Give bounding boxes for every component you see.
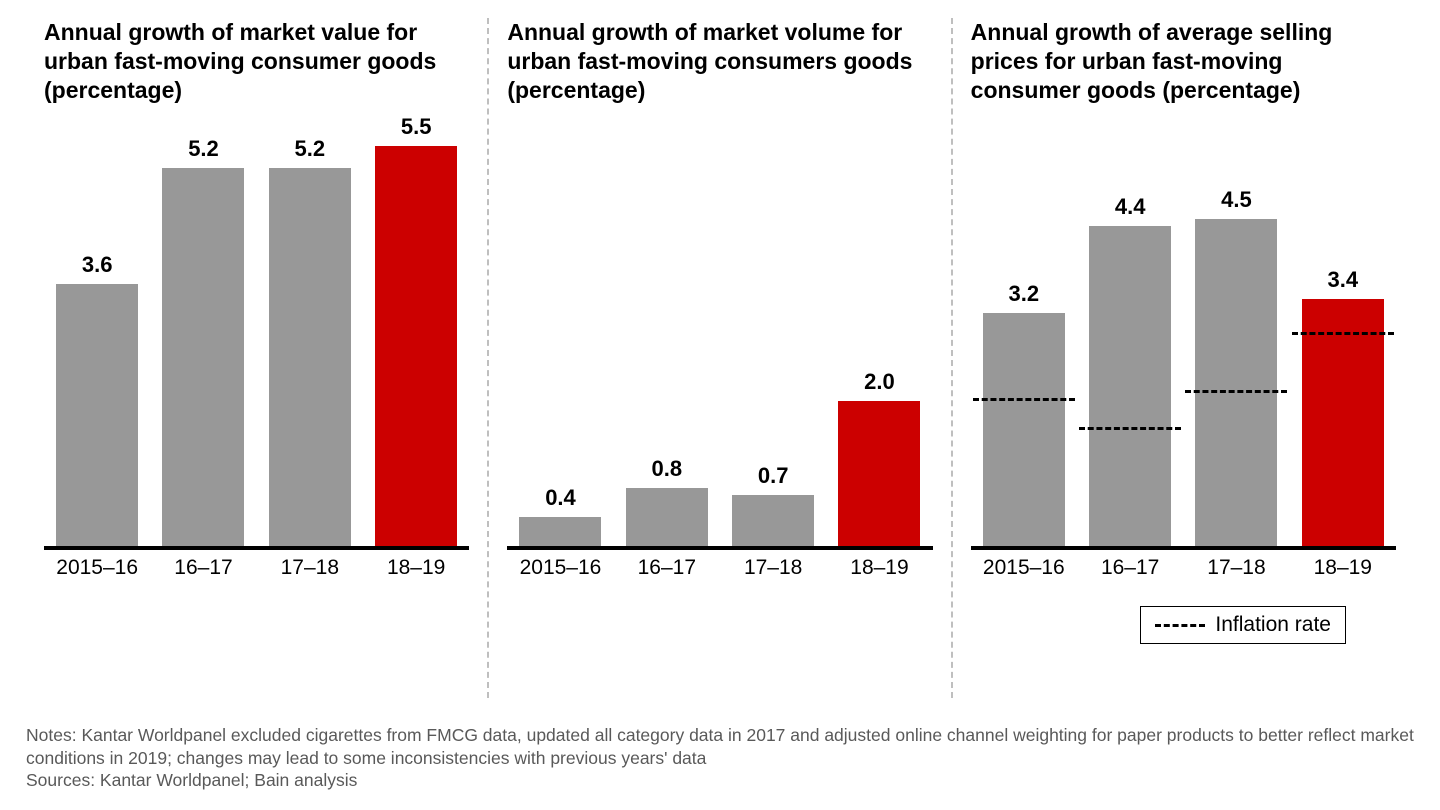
inflation-marker [1185,390,1287,393]
bar-prices-0: 3.2 [983,281,1065,546]
bar-value-label: 5.2 [295,136,326,162]
panel-prices-bars: 3.2 4.4 4.5 3.4 [971,187,1396,546]
bar-value-label: 4.4 [1115,194,1146,220]
bar-prices-1: 4.4 [1089,194,1171,546]
panel-value-bars: 3.6 5.2 5.2 5.5 [44,114,469,546]
bar-rect [626,488,708,546]
inflation-marker [1292,332,1394,335]
panel-value-xaxis: 2015–16 16–17 17–18 18–19 [44,556,469,580]
xtick: 2015–16 [983,556,1065,580]
bar-value-0: 3.6 [56,252,138,546]
panel-volume-bars: 0.4 0.8 0.7 2.0 [507,369,932,546]
inflation-marker [973,398,1075,401]
inflation-legend: Inflation rate [1140,606,1346,644]
panel-volume: Annual growth of market volume for urban… [489,18,950,698]
panel-prices: Annual growth of average selling prices … [953,18,1414,698]
bar-rect [269,168,351,546]
bar-value-label: 0.8 [652,456,683,482]
bar-prices-2: 4.5 [1195,187,1277,546]
page: Annual growth of market value for urban … [0,0,1440,810]
bar-value-label: 3.2 [1009,281,1040,307]
panel-volume-xaxis: 2015–16 16–17 17–18 18–19 [507,556,932,580]
xtick: 17–18 [732,556,814,580]
xtick: 18–19 [375,556,457,580]
footer-notes: Notes: Kantar Worldpanel excluded cigare… [26,724,1414,770]
bar-value-2: 5.2 [269,136,351,546]
bar-volume-2: 0.7 [732,463,814,546]
bar-value-label: 5.5 [401,114,432,140]
bar-volume-0: 0.4 [519,485,601,546]
bar-rect [375,146,457,546]
xtick: 16–17 [1089,556,1171,580]
xtick: 18–19 [838,556,920,580]
bar-value-label: 3.6 [82,252,113,278]
footer-sources: Sources: Kantar Worldpanel; Bain analysi… [26,769,1414,792]
panel-volume-plot: 0.4 0.8 0.7 2.0 [507,146,932,550]
bar-rect [1089,226,1171,546]
xtick: 2015–16 [519,556,601,580]
panel-prices-chart: 3.2 4.4 4.5 3.4 2015–16 16–17 17–18 18–19 [971,146,1396,580]
bar-value-label: 0.7 [758,463,789,489]
panel-prices-xaxis: 2015–16 16–17 17–18 18–19 [971,556,1396,580]
panel-value-plot: 3.65.25.25.5 [44,146,469,550]
xtick: 18–19 [1302,556,1384,580]
bar-value-label: 3.4 [1328,267,1359,293]
bar-rect [519,517,601,546]
panel-volume-title: Annual growth of market volume for urban… [507,18,932,138]
bar-value-label: 2.0 [864,369,895,395]
bar-value-label: 5.2 [188,136,219,162]
panel-prices-title: Annual growth of average selling prices … [971,18,1396,138]
bar-rect [1302,299,1384,546]
legend-dash-icon [1155,624,1205,627]
bar-volume-3: 2.0 [838,369,920,546]
bar-rect [1195,219,1277,546]
panel-value: Annual growth of market value for urban … [26,18,487,698]
xtick: 16–17 [626,556,708,580]
bar-rect [732,495,814,546]
bar-value-1: 5.2 [162,136,244,546]
panel-value-chart: 3.65.25.25.5 2015–16 16–17 17–18 18–19 [44,146,469,580]
xtick: 2015–16 [56,556,138,580]
footer: Notes: Kantar Worldpanel excluded cigare… [26,724,1414,792]
bar-value-3: 5.5 [375,114,457,546]
legend-label: Inflation rate [1215,613,1331,637]
bar-prices-3: 3.4 [1302,267,1384,546]
xtick: 16–17 [162,556,244,580]
inflation-marker [1079,427,1181,430]
bar-rect [56,284,138,546]
xtick: 17–18 [269,556,351,580]
bar-volume-1: 0.8 [626,456,708,546]
panels-row: Annual growth of market value for urban … [26,18,1414,698]
bar-rect [983,313,1065,546]
bar-rect [162,168,244,546]
panel-prices-plot: 3.2 4.4 4.5 3.4 [971,146,1396,550]
panel-volume-chart: 0.4 0.8 0.7 2.0 2015–16 16–17 17–18 18–19 [507,146,932,580]
bar-rect [838,401,920,546]
xtick: 17–18 [1195,556,1277,580]
bar-value-label: 0.4 [545,485,576,511]
bar-value-label: 4.5 [1221,187,1252,213]
